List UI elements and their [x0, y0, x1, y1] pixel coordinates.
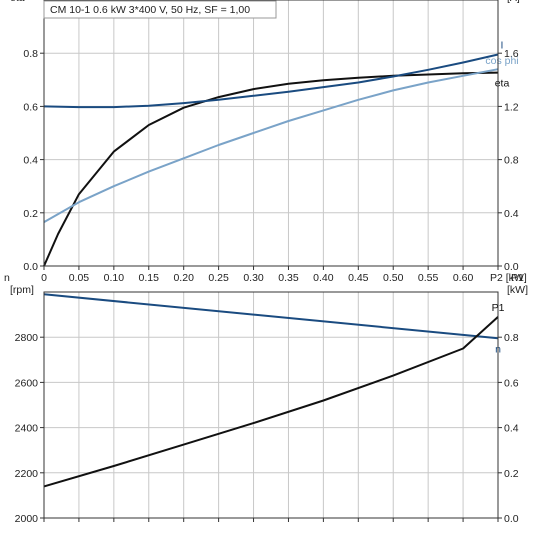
series-line-eta: [43, 71, 499, 267]
x-tick-label: 0.35: [278, 272, 299, 284]
x-tick-label: 0.05: [69, 272, 90, 284]
bottom-panel: 2000 2200 2400 2600 2800 0.0 0.2 0.4 0.6 0.8 n[rpm…: [4, 272, 528, 525]
y-right-tick-label: 1.6: [504, 48, 519, 60]
x-tick-label: 0.10: [104, 272, 125, 284]
y-right-tick-label: 0.2: [504, 468, 519, 480]
x-tick-label: 0.55: [418, 272, 439, 284]
x-tick-label: P2 [kW]: [490, 272, 527, 284]
x-tick-label: 0.40: [313, 272, 334, 284]
y-right-axis-label: [kW]: [507, 284, 528, 296]
y-left-tick-label: 2600: [15, 377, 39, 389]
series-label-eta: eta: [495, 78, 510, 90]
header-text: CM 10-1 0.6 kW 3*400 V, 50 Hz, SF = 1,00: [50, 4, 250, 16]
series-line-P1: [43, 316, 499, 488]
y-right-tick-label: 0.0: [504, 513, 519, 525]
y-left-axis-label: n: [4, 272, 10, 284]
x-tick-label: 0.45: [348, 272, 369, 284]
y-left-tick-label: 2800: [15, 332, 39, 344]
y-right-tick-label: 1.2: [504, 101, 519, 113]
series-line-n: [43, 293, 499, 340]
y-left-tick-label: 0.0: [23, 261, 38, 273]
x-tick-label: 0.30: [243, 272, 264, 284]
header-box: CM 10-1 0.6 kW 3*400 V, 50 Hz, SF = 1,00: [43, 0, 277, 19]
y-left-tick-label: 0.6: [23, 101, 38, 113]
y-left-axis-label: [rpm]: [10, 284, 34, 296]
y-left-axis-label: eta: [10, 0, 25, 4]
plot-frame: [43, 0, 499, 267]
series-line-cos-phi: [43, 68, 499, 223]
series-line-I: [43, 53, 499, 109]
y-right-tick-label: 0.8: [504, 155, 519, 167]
y-left-tick-label: 0.4: [23, 155, 38, 167]
top-panel: 0.0 0.2 0.4 0.6 0.8 0.0 0.4 0.8 1.2 1.6 0 0.05 0.10 0…: [10, 0, 527, 284]
y-left-tick-label: 2400: [15, 423, 39, 435]
x-tick-label: 0.50: [383, 272, 404, 284]
header-box-frame: [43, 0, 277, 19]
y-left-tick-label: 0.2: [23, 208, 38, 220]
series-label-cos-phi: cos phi: [485, 55, 518, 67]
y-right-axis-label: P1: [511, 272, 524, 284]
series-label-I: I: [501, 40, 504, 52]
plot-frame: [43, 291, 499, 519]
x-tick-label: 0: [41, 272, 47, 284]
y-left-tick-label: 2000: [15, 513, 39, 525]
y-right-tick-label: 0.6: [504, 377, 519, 389]
x-tick-label: 0.20: [173, 272, 194, 284]
y-right-tick-label: 0.4: [504, 423, 519, 435]
y-left-tick-label: 0.8: [23, 48, 38, 60]
x-tick-label: 0.60: [453, 272, 474, 284]
y-right-tick-label: 0.8: [504, 332, 519, 344]
y-right-tick-label: 0.0: [504, 261, 519, 273]
y-right-tick-label: 0.4: [504, 208, 519, 220]
y-right-axis-label: [A]: [507, 0, 520, 4]
x-tick-label: 0.15: [139, 272, 160, 284]
y-left-tick-label: 2200: [15, 468, 39, 480]
x-tick-label: 0.25: [208, 272, 229, 284]
